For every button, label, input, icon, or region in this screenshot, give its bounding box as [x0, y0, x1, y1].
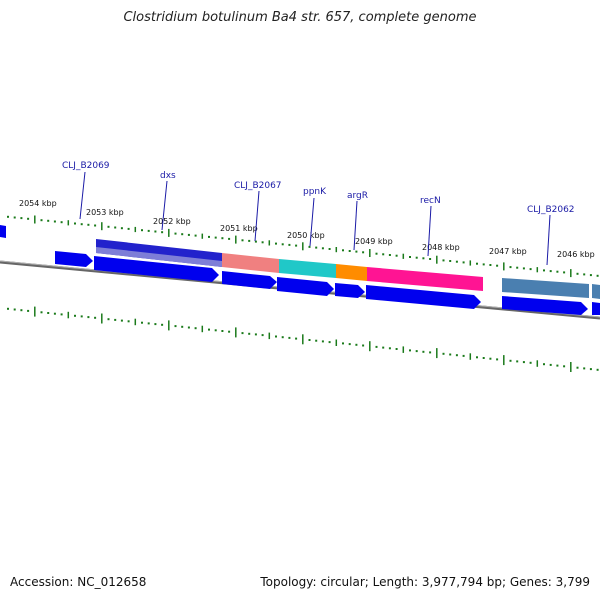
- gene-arrow-4[interactable]: [277, 277, 334, 296]
- gene-label-argr[interactable]: argR: [347, 191, 368, 201]
- gene-arrow-edge-left[interactable]: [0, 225, 6, 238]
- gene-arrow-1[interactable]: [55, 251, 93, 267]
- gene-arrow-7[interactable]: [502, 296, 588, 315]
- gene-arrow-track: [0, 225, 600, 315]
- feature-dxs-overlay: [96, 247, 222, 267]
- tick-label-2054: 2054 kbp: [19, 199, 57, 208]
- inner-major-ticks: [34, 306, 572, 372]
- gene-label-recn[interactable]: recN: [420, 196, 441, 206]
- leader-clj-b2062: [546, 214, 551, 266]
- tick-label-2046: 2046 kbp: [557, 250, 595, 259]
- tick-label-2051: 2051 kbp: [220, 224, 258, 233]
- gene-label-clj-b2067[interactable]: CLJ_B2067: [234, 181, 282, 191]
- gene-label-clj-b2062[interactable]: CLJ_B2062: [527, 205, 575, 215]
- leader-clj-b2067: [254, 190, 260, 242]
- gene-label-ppnk[interactable]: ppnK: [303, 187, 327, 197]
- feature-recn-region[interactable]: [367, 267, 483, 291]
- inner-tick-track: [7, 306, 599, 372]
- gene-label-dxs[interactable]: dxs: [160, 171, 176, 181]
- gene-label-leaders: [79, 171, 551, 266]
- feature-ppnk-region[interactable]: [279, 259, 336, 278]
- tick-label-2053: 2053 kbp: [86, 208, 124, 217]
- gene-label-clj-b2069[interactable]: CLJ_B2069: [62, 161, 110, 171]
- inner-minor-ticks: [7, 307, 599, 371]
- tick-label-2050: 2050 kbp: [287, 231, 325, 240]
- feature-track-upper: [96, 239, 600, 299]
- leader-dxs: [161, 180, 168, 231]
- tick-label-2047: 2047 kbp: [489, 247, 527, 256]
- genome-summary-label: Topology: circular; Length: 3,977,794 bp…: [260, 575, 590, 589]
- feature-clj-b2062-region[interactable]: [502, 278, 589, 298]
- genome-title: Clostridium botulinum Ba4 str. 657, comp…: [123, 10, 477, 25]
- gene-arrow-8[interactable]: [592, 302, 600, 315]
- accession-label: Accession: NC_012658: [10, 575, 147, 589]
- outer-tick-track: [7, 215, 599, 278]
- outer-major-ticks: [34, 215, 572, 278]
- gene-labels: CLJ_B2069 dxs CLJ_B2067 ppnK argR recN C…: [62, 161, 575, 215]
- feature-clj-b2067-region[interactable]: [222, 253, 279, 273]
- gene-arrow-6[interactable]: [366, 285, 481, 309]
- leader-recn: [427, 205, 432, 257]
- gene-arrow-5[interactable]: [335, 283, 365, 298]
- gene-arrow-2[interactable]: [94, 256, 219, 282]
- tick-label-2049: 2049 kbp: [355, 237, 393, 246]
- feature-argr-region[interactable]: [336, 264, 367, 281]
- leader-clj-b2069: [79, 171, 86, 220]
- gene-arrow-3[interactable]: [222, 271, 277, 289]
- tick-label-2048: 2048 kbp: [422, 243, 460, 252]
- outer-minor-ticks: [7, 215, 599, 277]
- tick-label-2052: 2052 kbp: [153, 217, 191, 226]
- leader-argr: [353, 200, 358, 251]
- feature-edge-region[interactable]: [592, 284, 600, 299]
- leader-ppnk: [309, 197, 315, 247]
